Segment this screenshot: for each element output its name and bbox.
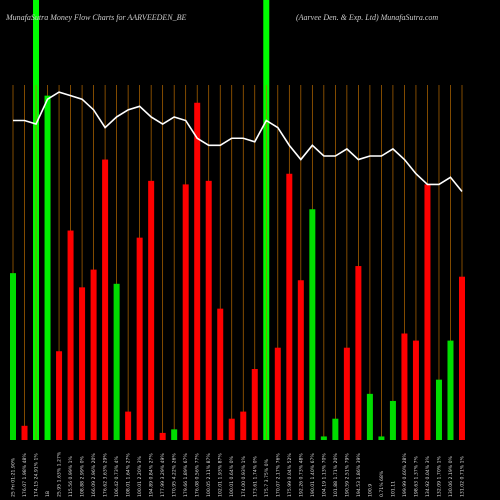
x-tick-label: 199.99 0.60% 28% [402, 453, 408, 497]
x-tick-label: 108.88 2.99% 0% [80, 455, 86, 497]
bar [102, 159, 109, 441]
bar [251, 369, 258, 440]
bar [435, 379, 442, 440]
x-tick-label: 175.7 3.75% 0% [264, 458, 270, 497]
x-tick-label: 194.53 1.86% 39% [356, 453, 362, 497]
x-tick-label: 131.02 0.71% 1% [460, 455, 466, 497]
bar [56, 351, 63, 440]
x-tick-label: 106.42 0.73% 4% [114, 455, 120, 497]
x-tick-label: 194.89 0.84% 27% [149, 453, 155, 497]
x-tick-label: 25 Fri 01:21.90% [11, 457, 17, 497]
bar [217, 308, 224, 440]
bar [320, 436, 327, 440]
x-tick-label: 100.9 [367, 484, 373, 497]
bar [297, 280, 304, 440]
bar [171, 429, 178, 440]
x-tick-label: 190.59 2.51% 79% [344, 453, 350, 497]
x-tick-label: 176.62 3.63% 29% [103, 453, 109, 497]
chart-title: MunafaSutra Money Flow Charts for AARVEE… [5, 13, 186, 22]
bar [378, 436, 385, 440]
x-tick-label: 179.66 1.89% 67% [183, 453, 189, 497]
bars [10, 95, 465, 441]
x-tick-label: 198.63 1.37% 7% [413, 455, 419, 497]
bar [194, 102, 201, 440]
bar [309, 209, 316, 440]
x-tick-label: 100.01 2.20% 3% [137, 455, 143, 497]
bar [274, 347, 281, 440]
x-tick-label: 177.99 3.29% 49% [160, 453, 166, 497]
bar [67, 230, 74, 440]
x-tick-label: 192.26 0.73% 48% [298, 453, 304, 497]
bar [412, 340, 419, 440]
bar [90, 269, 97, 440]
bar [366, 393, 373, 440]
x-tick-label: 0.71% 68% [379, 470, 385, 497]
bar [205, 180, 212, 440]
bar [113, 283, 120, 440]
bar [79, 287, 86, 440]
x-tick-label: 1B [45, 491, 51, 497]
money-flow-line [13, 91, 463, 193]
bar [286, 173, 293, 440]
x-tick-label: 173.61 1.74% 0% [252, 455, 258, 497]
x-tick-label: 100.01 0.64% 0% [229, 455, 235, 497]
bar [182, 184, 189, 440]
chart-subtitle: (Aarvee Den. & Exp. Ltd) MunafaSutra.com [296, 13, 438, 22]
bar [21, 425, 28, 440]
bar [389, 400, 396, 440]
bar [228, 418, 235, 440]
bar [10, 273, 16, 440]
x-tick-label: 102.01 1.93% 87% [218, 453, 224, 497]
bar [125, 411, 132, 440]
x-tick-label: 175.99 0.04% 52% [287, 453, 293, 497]
bar [424, 184, 431, 440]
x-tick-label: 130.06 2.19% 0% [448, 455, 454, 497]
bar [240, 411, 247, 440]
bar [44, 95, 51, 441]
x-tick-label: 108.01 1.64% 27% [126, 453, 132, 497]
x-tick-label: 100.05 2.11% 87% [206, 453, 212, 497]
line-layer [13, 91, 463, 193]
bar [332, 418, 339, 440]
x-tick-label: 104.19 1.13% 70% [321, 453, 327, 497]
x-tick-label: 166.09 2.96% 20% [91, 453, 97, 497]
x-tick-label: 170.95 4.22% 26% [172, 453, 178, 497]
labels: 25 Fri 01:21.90% 176.07 1.98% 48% 174.15 2… [11, 451, 466, 497]
x-tick-label: 176.08 0.56% 77% [195, 453, 201, 497]
x-tick-label: 174.15 24.91% 1% [34, 453, 40, 497]
x-tick-label: 101.11 [390, 481, 396, 497]
bar [343, 347, 350, 440]
x-tick-label: 115.56 0.99% 1% [68, 455, 74, 497]
bar [136, 237, 143, 440]
bar [159, 432, 166, 440]
x-tick-label: 170.07 2.17% 76% [275, 453, 281, 497]
x-tick-label: 25.95 1.63% 1.27% [57, 451, 63, 497]
bar [401, 333, 408, 440]
x-tick-label: 101.88 1.71% 20% [333, 453, 339, 497]
bar [355, 266, 362, 440]
x-tick-label: 134.92 0.04% 3% [425, 455, 431, 497]
x-tick-label: 174.00 0.93% 1% [241, 455, 247, 497]
x-tick-label: 176.07 1.98% 48% [22, 453, 28, 497]
bar [447, 340, 454, 440]
x-tick-label: 190.01 1.40% 67% [310, 453, 316, 497]
bar [459, 276, 465, 440]
x-tick-label: 132.09 1.70% 1% [436, 455, 442, 497]
bar [148, 180, 155, 440]
